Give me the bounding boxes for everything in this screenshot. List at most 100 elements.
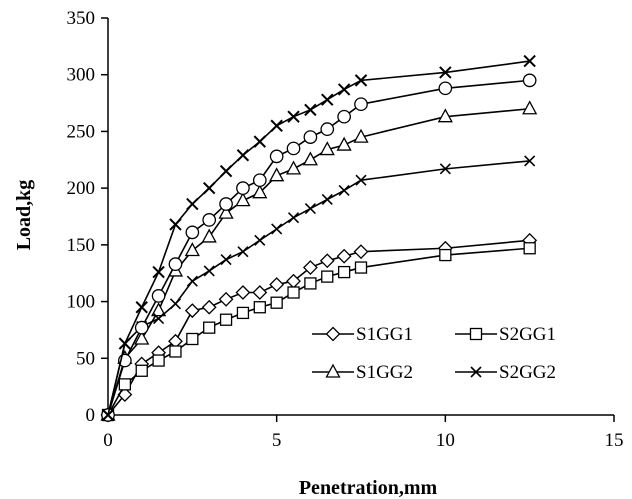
data-point-series-5 xyxy=(202,213,217,227)
x-marker-stroke xyxy=(186,275,198,287)
data-point-s2gg2 xyxy=(254,234,266,246)
star-marker-stroke xyxy=(186,197,199,211)
legend-item-s1gg1: S1GG1 xyxy=(312,324,413,345)
star-marker-stroke xyxy=(270,119,283,132)
x-marker-stroke xyxy=(220,254,232,266)
data-point-s2gg2 xyxy=(287,212,300,224)
star-marker-stroke xyxy=(101,408,115,422)
data-point-series-6 xyxy=(186,197,199,211)
data-point-s1gg2 xyxy=(151,302,167,317)
y-tick-label: 200 xyxy=(67,178,96,199)
data-point-s1gg1 xyxy=(235,285,251,300)
legend: S1GG1 S2GG1 S1GG2 S2GG2 xyxy=(312,324,556,383)
star-marker-stroke xyxy=(337,83,351,96)
x-marker-stroke xyxy=(287,212,300,224)
data-point-s2gg2 xyxy=(203,265,215,277)
series-series-6 xyxy=(101,54,536,422)
legend-label-s1gg1: S1GG1 xyxy=(356,324,413,345)
x-tick-label: 5 xyxy=(272,430,282,451)
data-point-s2gg1 xyxy=(304,277,317,290)
data-point-s1gg2 xyxy=(235,192,251,207)
y-axis-title: Load,kg xyxy=(13,180,35,251)
series-line-s2gg2 xyxy=(107,160,530,416)
data-point-series-5 xyxy=(320,122,335,137)
data-point-s1gg2 xyxy=(184,242,200,257)
data-point-s2gg2 xyxy=(186,275,198,287)
data-point-s2gg2 xyxy=(220,254,232,266)
x-axis-title: Penetration,mm xyxy=(299,477,438,499)
data-point-s1gg2 xyxy=(353,128,369,143)
star-marker-stroke xyxy=(321,93,334,106)
x-tick-label: 15 xyxy=(605,430,624,451)
data-point-series-5 xyxy=(252,173,267,188)
star-marker-stroke xyxy=(287,110,300,123)
data-point-series-6 xyxy=(354,74,368,87)
data-point-s2gg1 xyxy=(169,345,182,358)
data-point-s2gg1 xyxy=(337,265,351,279)
data-point-s2gg2 xyxy=(524,155,536,167)
legend-marker-s2gg2 xyxy=(470,366,482,378)
data-point-s1gg2 xyxy=(201,228,217,243)
data-point-series-6 xyxy=(152,265,165,279)
star-marker-stroke xyxy=(118,337,132,350)
x-marker-stroke xyxy=(439,163,451,175)
data-point-s1gg1 xyxy=(302,260,318,275)
data-point-s2gg1 xyxy=(186,332,199,346)
data-point-s1gg1 xyxy=(269,277,285,292)
x-marker-stroke xyxy=(321,193,333,206)
data-point-s2gg2 xyxy=(153,313,165,325)
data-point-s2gg1 xyxy=(354,261,368,274)
data-point-s1gg2 xyxy=(437,108,453,123)
data-point-series-5 xyxy=(303,130,318,144)
data-point-s2gg1 xyxy=(439,248,452,262)
data-point-s2gg2 xyxy=(338,184,350,196)
data-point-series-6 xyxy=(287,110,300,123)
y-tick-label: 350 xyxy=(67,8,96,29)
star-marker-stroke xyxy=(354,74,368,87)
data-point-series-6 xyxy=(236,149,250,162)
data-point-series-6 xyxy=(169,218,182,231)
x-marker-stroke xyxy=(271,223,283,235)
star-marker-stroke xyxy=(236,149,250,162)
star-marker-stroke xyxy=(202,181,216,195)
data-point-s2gg2 xyxy=(237,246,249,258)
series-s2gg2 xyxy=(102,155,536,421)
x-marker-stroke xyxy=(153,313,165,325)
legend-label-s2gg1: S2GG1 xyxy=(499,324,556,345)
data-point-series-5 xyxy=(168,257,183,271)
legend-item-s2gg2: S2GG2 xyxy=(455,362,556,383)
legend-item-s1gg2: S1GG2 xyxy=(312,362,413,383)
x-tick-label: 10 xyxy=(436,430,455,451)
x-marker-stroke xyxy=(169,298,182,310)
data-point-s2gg1 xyxy=(270,296,283,309)
data-point-s2gg2 xyxy=(355,174,367,186)
data-point-series-5 xyxy=(269,149,284,164)
legend-label-s1gg2: S1GG2 xyxy=(356,362,413,383)
data-point-series-5 xyxy=(337,109,351,124)
data-point-series-5 xyxy=(134,320,149,335)
data-point-series-5 xyxy=(354,97,368,112)
data-point-s2gg1 xyxy=(321,270,334,283)
y-tick-label: 150 xyxy=(67,235,96,256)
x-marker-stroke xyxy=(304,202,316,215)
axes: 0 50 100 150 200 250 300 350 0 5 10 15 xyxy=(67,8,624,451)
data-point-series-6 xyxy=(439,66,452,79)
star-marker-stroke xyxy=(439,66,452,79)
data-point-series-5 xyxy=(151,289,166,303)
data-point-series-6 xyxy=(118,337,132,350)
legend-label-s2gg2: S2GG2 xyxy=(499,362,556,383)
data-point-s2gg2 xyxy=(304,202,316,215)
data-point-series-6 xyxy=(135,301,148,314)
data-point-series-6 xyxy=(337,83,351,96)
series-s1gg1 xyxy=(100,232,538,423)
data-point-s1gg2 xyxy=(522,100,538,115)
data-point-s1gg2 xyxy=(269,167,285,182)
data-point-s1gg1 xyxy=(184,303,200,319)
data-point-series-6 xyxy=(321,93,334,106)
star-marker-stroke xyxy=(135,301,148,314)
series-s2gg1 xyxy=(101,242,536,422)
x-marker-stroke xyxy=(355,174,367,186)
x-marker-stroke xyxy=(338,184,350,196)
data-point-s2gg2 xyxy=(439,163,451,175)
